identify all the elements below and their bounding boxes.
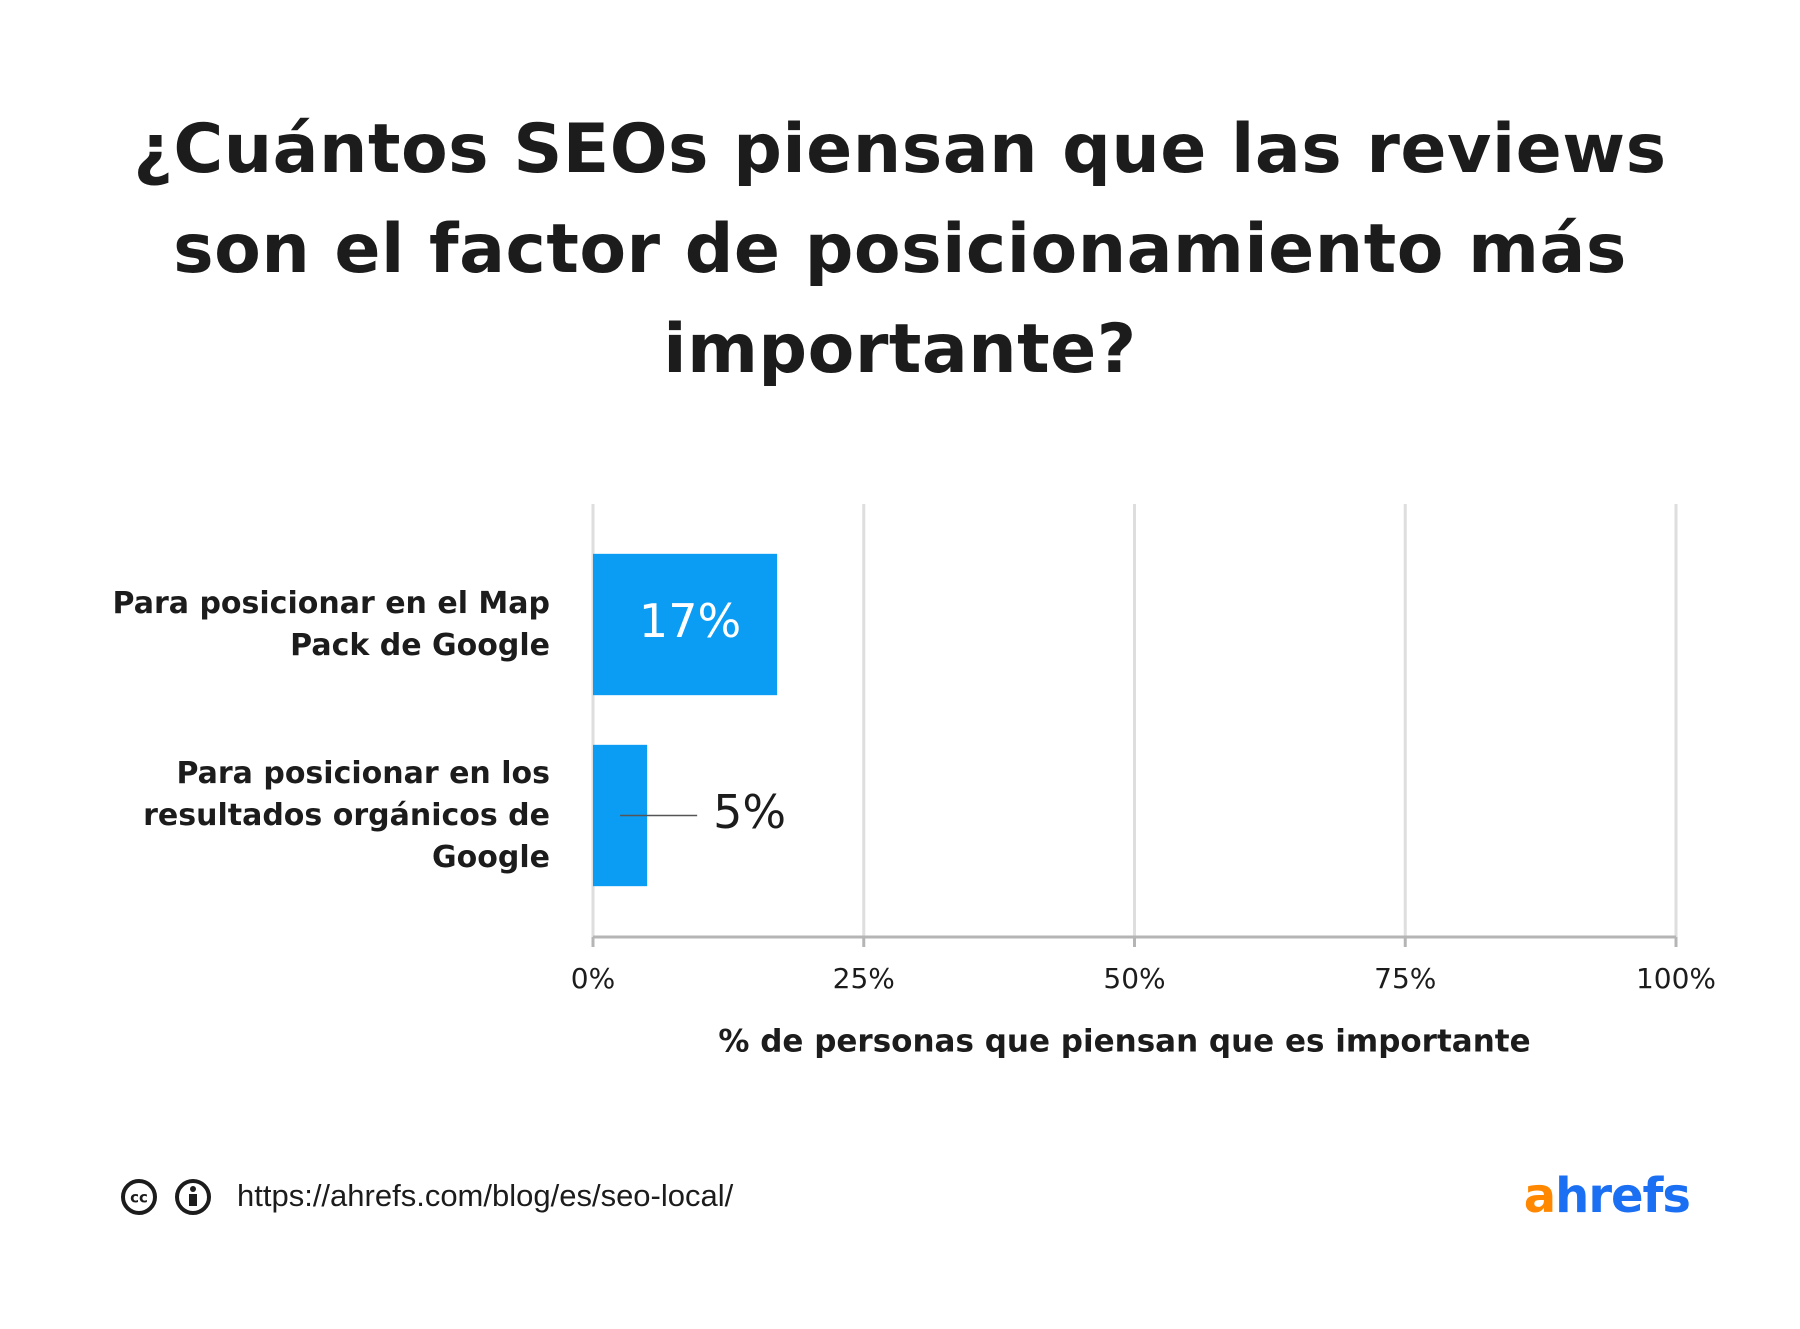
chart-title: ¿Cuántos SEOs piensan que las reviews so… (133, 110, 1667, 389)
x-tick-label: 25% (833, 962, 895, 995)
value-label: 5% (713, 785, 786, 839)
y-tick-label: Para posicionar en los resultados orgáni… (143, 755, 550, 875)
svg-text:cc: cc (130, 1189, 148, 1207)
cc-icon: cc (121, 1179, 211, 1215)
y-tick-label: Para posicionar en el Map Pack de Google (112, 585, 550, 663)
x-axis-title: % de personas que piensan que es importa… (718, 1024, 1530, 1060)
bar (593, 553, 778, 696)
value-label: 17% (639, 594, 741, 648)
source-url: https://ahrefs.com/blog/es/seo-local/ (237, 1178, 734, 1213)
x-tick-label: 100% (1636, 962, 1716, 995)
x-tick-label: 0% (571, 962, 615, 995)
x-tick-label: 75% (1374, 962, 1436, 995)
x-tick-label: 50% (1103, 962, 1165, 995)
logo: ahrefs (1523, 1168, 1691, 1224)
